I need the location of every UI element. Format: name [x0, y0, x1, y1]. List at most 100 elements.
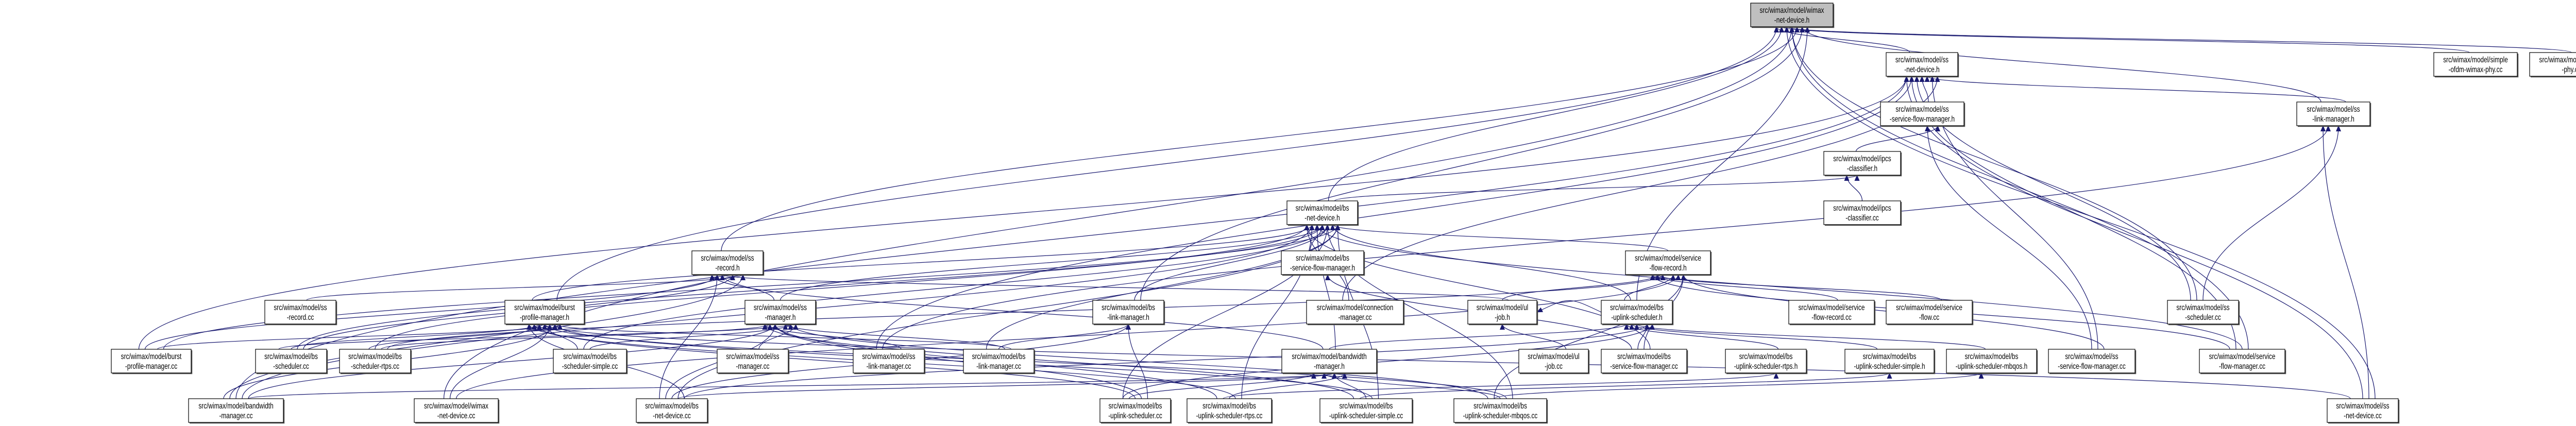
file-node[interactable]: src/wimax/model/wimax-phy.cc	[2529, 52, 2576, 78]
node-label-line1: src/wimax/model/simple	[2443, 55, 2508, 64]
file-node[interactable]: src/wimax/model/bs-service-flow-manager.…	[1281, 250, 1365, 276]
node-label-line2: -scheduler.cc	[2185, 312, 2221, 321]
node-label-line1: src/wimax/model/wimax	[1760, 5, 1824, 14]
file-node[interactable]: src/wimax/model/ipcs-classifier.cc	[1823, 200, 1902, 226]
node-shadow	[854, 350, 926, 374]
file-node[interactable]: src/wimax/model/ss-manager.h	[744, 300, 817, 326]
edge-ssnd_cc-to-sslm_h	[2320, 125, 2369, 399]
file-node[interactable]: src/wimax/model/bs-uplink-scheduler-mbqo…	[1453, 398, 1548, 424]
node-shadow	[1882, 103, 1965, 127]
node-label-line2: -link-manager.h	[1107, 312, 1149, 321]
file-node[interactable]: src/wimax/model/bs-link-manager.h	[1092, 300, 1165, 326]
node-label-line2: -job.cc	[1545, 361, 1563, 370]
edge-sslm_h-to-root	[1800, 26, 2321, 103]
file-node[interactable]: src/wimax/model/simple-ofdm-wimax-phy.cc	[2433, 52, 2519, 78]
edge-ssnd_cc-to-root	[1784, 26, 2376, 399]
file-node[interactable]: src/wimax/model/ss-service-flow-manager.…	[1880, 101, 1965, 127]
node-label-line2: -phy.cc	[2562, 64, 2576, 74]
file-node[interactable]: src/wimax/model/bandwidth-manager.h	[1281, 349, 1378, 374]
file-node[interactable]: src/wimax/model/bs-uplink-scheduler.h	[1601, 300, 1674, 326]
edge-bsusm_h-to-bsus_h	[1634, 323, 1986, 350]
edge-ssch_cc-to-sslm_h	[2202, 125, 2341, 301]
file-node[interactable]: src/wimax/model/service-flow.cc	[1886, 300, 1974, 326]
node-label-line1: src/wimax/model/wimax	[2539, 55, 2576, 64]
file-node[interactable]: src/wimax/model/bs-uplink-scheduler-mbqo…	[1946, 349, 2038, 374]
node-box	[1099, 398, 1171, 423]
node-label-line1: src/wimax/model/bs	[1101, 302, 1155, 312]
node-box	[255, 349, 327, 373]
file-node[interactable]: src/wimax/model/service-flow-record.h	[1625, 250, 1712, 276]
file-node[interactable]: src/wimax/model/bs-net-device.h	[1286, 200, 1359, 226]
file-node[interactable]: src/wimax/model/ss-link-manager.h	[2296, 101, 2371, 127]
node-shadow	[1520, 350, 1590, 374]
node-box	[1281, 250, 1364, 275]
node-shadow	[1846, 350, 1936, 374]
node-shadow	[1602, 350, 1688, 374]
node-label-line2: -uplink-scheduler-mbqos.cc	[1463, 411, 1538, 420]
node-shadow	[746, 301, 817, 326]
edge-bwm_cc-to-bwm_h	[248, 372, 1336, 399]
node-box	[414, 398, 499, 423]
edge-bsusr_cc-to-bwm_h	[1229, 372, 1347, 399]
file-node[interactable]: src/wimax/model/ss-link-manager.cc	[853, 349, 926, 374]
file-node[interactable]: src/wimax/model/bs-uplink-scheduler.cc	[1099, 398, 1172, 424]
file-node[interactable]: src/wimax/model/ss-net-device.h	[1886, 52, 1959, 78]
edge-bpm_cc-to-ssrec_h	[144, 274, 720, 350]
node-label-line1: src/wimax/model/ipcs	[1833, 154, 1891, 163]
node-shadow	[190, 400, 285, 424]
file-node[interactable]: src/wimax/model/ul-job.h	[1467, 300, 1538, 326]
file-node[interactable]: src/wimax/model/bs-uplink-scheduler-rtps…	[1187, 398, 1273, 424]
file-node[interactable]: src/wimax/model/bs-scheduler-rtps.cc	[339, 349, 412, 374]
node-label-line2: -flow-record.h	[1649, 263, 1686, 272]
edge-sfr_cc-to-sfr_h	[1650, 274, 1838, 301]
node-label-line2: -uplink-scheduler.cc	[1108, 411, 1162, 420]
file-node[interactable]: src/wimax/model/ul-job.cc	[1518, 349, 1590, 374]
node-label-line1: src/wimax/model/ul	[1528, 351, 1580, 361]
node-label-line1: src/wimax/model/bs	[264, 351, 318, 361]
edge-bpm_cc-to-ssnd	[138, 76, 1909, 350]
file-node[interactable]: src/wimax/model/bandwidth-manager.cc	[188, 398, 285, 424]
file-node[interactable]: src/wimax/model/connection-manager.cc	[1306, 300, 1405, 326]
node-shadow	[1887, 301, 1974, 326]
node-shadow	[2435, 54, 2519, 78]
root-file-node[interactable]: src/wimax/model/wimax-net-device.h	[1750, 3, 1835, 28]
node-box	[1946, 349, 2037, 373]
edge-bsuss_cc-to-ssm_h	[762, 323, 1354, 399]
file-node[interactable]: src/wimax/model/bs-scheduler.cc	[255, 349, 328, 374]
node-label-line2: -profile-manager.h	[520, 312, 569, 321]
node-shadow	[2531, 76, 2576, 78]
file-node[interactable]: src/wimax/model/bs-link-manager.cc	[963, 349, 1036, 374]
edge-bwm_h-to-bsnd_h	[1314, 224, 1336, 350]
node-label-line2: -service-flow-manager.h	[1290, 263, 1355, 272]
file-node[interactable]: src/wimax/model/bs-net-device.cc	[636, 398, 709, 424]
node-shadow	[1790, 301, 1876, 326]
node-box	[2327, 398, 2399, 423]
file-node[interactable]: src/wimax/model/bs-uplink-scheduler-simp…	[1319, 398, 1414, 424]
file-node[interactable]: src/wimax/model/bs-scheduler-simple.cc	[553, 349, 628, 374]
file-node[interactable]: src/wimax/model/bs-uplink-scheduler-simp…	[1844, 349, 1936, 374]
edge-bsuss_h-to-bsus_h	[1629, 323, 1878, 350]
node-shadow	[1825, 202, 1902, 226]
file-node[interactable]: src/wimax/model/burst-profile-manager.h	[504, 300, 586, 326]
edge-sofdm-to-root	[1779, 26, 2470, 53]
file-node[interactable]: src/wimax/model/service-flow-record.cc	[1788, 300, 1876, 326]
file-node[interactable]: src/wimax/model/ss-scheduler.cc	[2167, 300, 2240, 326]
node-box	[1625, 250, 1711, 275]
file-node[interactable]: src/wimax/model/ss-record.h	[691, 250, 765, 276]
node-label-line2: -ofdm-wimax-phy.cc	[2449, 64, 2503, 74]
file-node[interactable]: src/wimax/model/ss-net-device.cc	[2327, 398, 2400, 424]
file-node[interactable]: src/wimax/model/bs-uplink-scheduler-rtps…	[1725, 349, 1808, 374]
node-shadow	[2049, 350, 2137, 374]
file-node[interactable]: src/wimax/model/ss-service-flow-manager.…	[2048, 349, 2137, 374]
file-node[interactable]: src/wimax/model/wimax-net-device.cc	[414, 398, 500, 424]
file-node[interactable]: src/wimax/model/burst-profile-manager.cc	[111, 349, 193, 374]
file-node[interactable]: src/wimax/model/ss-manager.cc	[717, 349, 790, 374]
edge-sslm_cc-to-ssm_h	[762, 323, 902, 350]
edge-bwm_cc-to-ssnd	[235, 76, 1909, 399]
node-box	[2433, 52, 2518, 77]
file-node[interactable]: src/wimax/model/ss-record.cc	[264, 300, 337, 326]
file-node[interactable]: src/wimax/model/service-flow-manager.cc	[2199, 349, 2286, 374]
file-node[interactable]: src/wimax/model/ipcs-classifier.h	[1823, 151, 1902, 177]
file-node[interactable]: src/wimax/model/bs-service-flow-manager.…	[1601, 349, 1688, 374]
